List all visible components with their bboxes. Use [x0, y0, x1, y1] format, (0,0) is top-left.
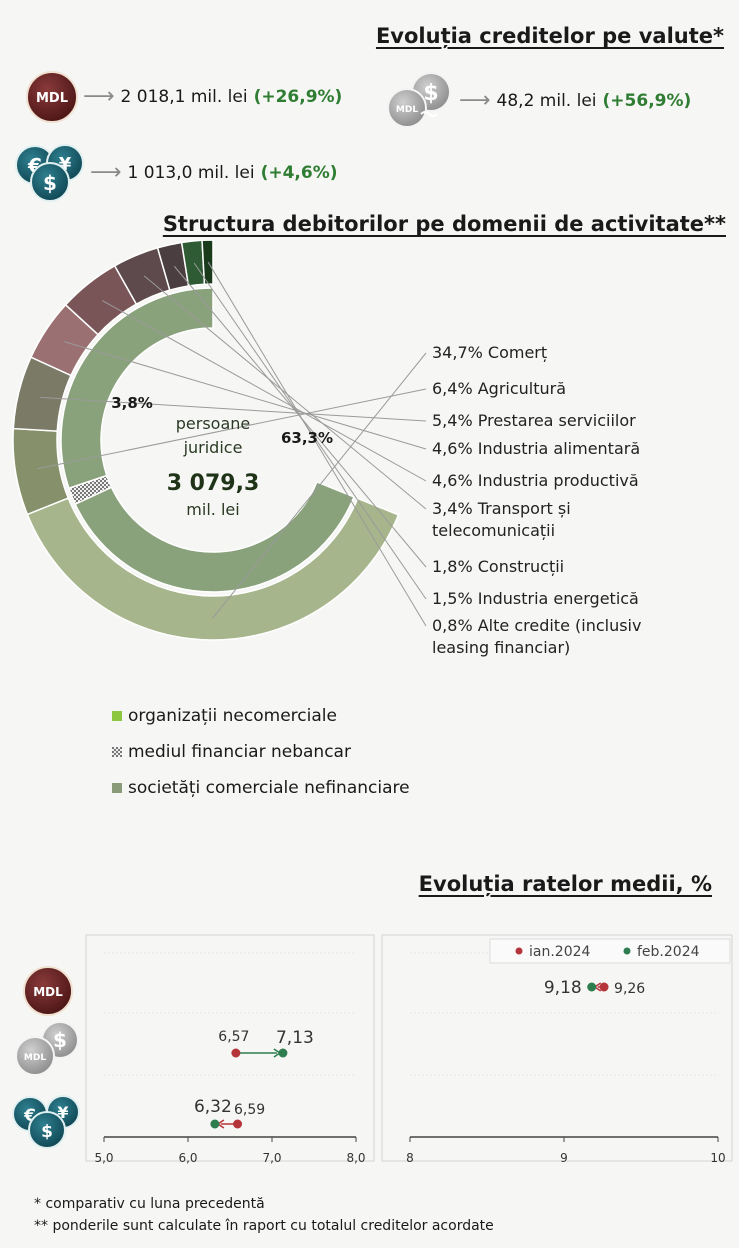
legend-label-nonprofit: organizații necomerciale: [128, 706, 337, 726]
legend-dot-ian: [515, 947, 523, 955]
outer-segment-9: [201, 240, 214, 286]
arrow-icon: ⟶: [83, 84, 115, 109]
point-ian: [233, 1119, 243, 1129]
legend-item-commercial: societăți comerciale nefinanciare: [112, 778, 410, 798]
data-label: 6,59: [234, 1102, 265, 1118]
svg-text:$: $: [423, 81, 438, 106]
sunburst-chart: 34,7% Comerț 6,4% Agricultură 5,4% Prestar…: [12, 240, 641, 657]
currency-row-foreign: € ¥ $ ⟶ 1 013,0 mil. lei (+4,6%): [14, 142, 338, 204]
footnote-2: ** ponderile sunt calculate în raport cu…: [34, 1218, 494, 1234]
footnote-1: * comparativ cu luna precedentă: [34, 1196, 265, 1212]
svg-text:$: $: [41, 1122, 53, 1142]
mdl-usd-linked-coins-icon: $ MDL: [387, 72, 451, 128]
currency-row-mdl: MDL ⟶ 2 018,1 mil. lei (+26,9%): [25, 70, 342, 124]
row-icon-mdl: MDL: [23, 966, 73, 1016]
legend-swatch-financial: [112, 747, 122, 757]
currency-row-mdl-linked: $ MDL ⟶ 48,2 mil. lei (+56,9%): [385, 70, 691, 132]
center-unit: mil. lei: [186, 500, 239, 519]
point-feb: [210, 1119, 220, 1129]
point-feb: [587, 982, 597, 992]
row-mdl-linked-coin-label: MDL: [24, 1053, 46, 1063]
leader-line: [193, 262, 427, 600]
legend-item-nonprofit: organizații necomerciale: [112, 706, 337, 726]
currency-change-mdl: (+26,9%): [253, 87, 343, 107]
x-tick-label: 5,0: [94, 1151, 113, 1165]
leader-line: [40, 396, 427, 422]
leader-line: [207, 261, 427, 627]
currency-change-foreign: (+4,6%): [260, 163, 338, 183]
currency-section-title: Evoluția creditelor pe valute*: [375, 24, 724, 48]
outer-segment-2: [12, 427, 70, 516]
currency-value-mdl-linked: 48,2 mil. lei: [496, 91, 597, 111]
legend-item-financial: mediul financiar nebancar: [112, 742, 351, 762]
rates-chart: 5,0 6,0 7,0 8,0 8 9 10 6,57 7,13 6,32 6,59 9,18 9,2…: [12, 934, 733, 1165]
outer-segment-label: 5,4% Prestarea serviciilor: [432, 411, 636, 430]
row-mdl-coin-label: MDL: [33, 985, 63, 999]
point-feb: [278, 1048, 288, 1058]
leader-line: [37, 388, 427, 470]
outer-segment-label: 4,6% Industria alimentară: [432, 439, 640, 458]
svg-text:$: $: [53, 1028, 67, 1052]
rates-section-title: Evoluția ratelor medii, %: [418, 872, 712, 896]
point-ian: [599, 982, 609, 992]
legend-label-feb: feb.2024: [637, 944, 700, 960]
row-icon-mdl-linked: $ MDL: [15, 1021, 79, 1076]
outer-segment-label: 34,7% Comerț: [432, 343, 547, 362]
outer-segment-label: 4,6% Industria productivă: [432, 471, 639, 490]
arrow-icon: ⟶: [90, 160, 122, 185]
mdl-linked-coin-label: MDL: [396, 105, 418, 115]
outer-segment-label: 3,4% Transport și telecomunicații: [432, 499, 571, 540]
outer-segment-label: 0,8% Alte credite (inclusiv leasing finan…: [432, 616, 641, 657]
legend-dot-feb: [623, 947, 631, 955]
x-tick-label: 9: [560, 1151, 568, 1165]
x-tick-label: 10: [710, 1151, 725, 1165]
mdl-coin-label: MDL: [36, 91, 68, 106]
inner-segment-commercial-continued: [74, 480, 355, 593]
outer-segment-1: [26, 497, 400, 641]
center-total: 3 079,3: [167, 471, 260, 496]
center-label-line1: persoane: [176, 414, 251, 433]
outer-segment-label: 1,8% Construcții: [432, 557, 564, 576]
outer-segment-label: 6,4% Agricultură: [432, 379, 566, 398]
legend-swatch-nonprofit: [112, 711, 122, 721]
leader-line: [143, 275, 427, 510]
data-label: 6,32: [194, 1097, 232, 1117]
currency-value-foreign: 1 013,0 mil. lei: [127, 163, 255, 183]
x-tick-label: 7,0: [262, 1151, 281, 1165]
currency-change-mdl-linked: (+56,9%): [602, 91, 692, 111]
data-label: 6,57: [218, 1029, 249, 1045]
foreign-currency-coins-icon: € ¥ $: [15, 144, 84, 202]
row-icon-foreign: € ¥ $: [12, 1095, 80, 1149]
data-label: 7,13: [276, 1028, 314, 1048]
inner-segment-2: [60, 287, 214, 490]
arrow-icon: ⟶: [459, 88, 491, 113]
x-tick-label: 8,0: [346, 1151, 365, 1165]
structure-section-title: Structura debitorilor pe domenii de acti…: [162, 212, 726, 236]
inner-label-commercial: 63,3%: [281, 429, 333, 447]
svg-text:$: $: [43, 171, 57, 195]
legend-label-commercial: societăți comerciale nefinanciare: [128, 778, 410, 798]
leader-line: [212, 352, 427, 619]
legend-label-ian: ian.2024: [529, 944, 591, 960]
point-ian: [231, 1048, 241, 1058]
svg-text:¥: ¥: [57, 1103, 68, 1122]
x-tick-label: 6,0: [178, 1151, 197, 1165]
leader-line: [64, 341, 427, 450]
legend-label-financial: mediul financiar nebancar: [128, 742, 351, 762]
center-label-line2: juridice: [183, 438, 243, 457]
currency-value-mdl: 2 018,1 mil. lei: [120, 87, 248, 107]
legend-swatch-commercial: [112, 783, 122, 793]
inner-label-financial: 3,8%: [111, 394, 153, 412]
outer-segment-label: 1,5% Industria energetică: [432, 589, 639, 608]
mdl-coin-icon: MDL: [26, 71, 78, 123]
data-label: 9,18: [544, 978, 582, 998]
x-tick-label: 8: [406, 1151, 414, 1165]
leader-line: [102, 300, 427, 482]
data-label: 9,26: [614, 981, 645, 997]
